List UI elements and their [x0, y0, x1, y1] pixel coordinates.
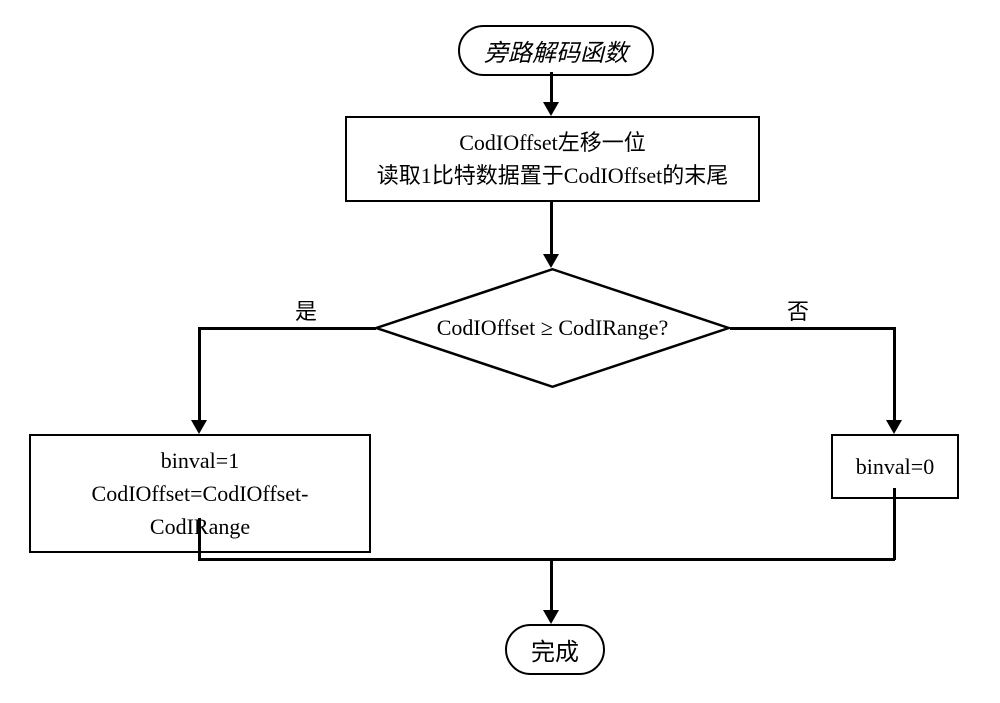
edge-yes-h	[198, 327, 376, 330]
edge-no-exit-v	[893, 488, 896, 560]
process-shift-line2: 读取1比特数据置于CodIOffset的末尾	[377, 159, 729, 192]
edge-no-head	[886, 420, 902, 434]
edge-start-proc1-head	[543, 102, 559, 116]
edge-yes-exit-v	[198, 518, 201, 560]
process-shift-node: CodIOffset左移一位 读取1比特数据置于CodIOffset的末尾	[345, 116, 760, 202]
decision-node: CodIOffset ≥ CodIRange?	[375, 268, 730, 388]
no-label: 否	[787, 294, 809, 326]
yes-label: 是	[295, 294, 317, 326]
process-shift-line1: CodIOffset左移一位	[377, 126, 729, 159]
edge-proc1-decision-head	[543, 254, 559, 268]
edge-join-h	[198, 558, 895, 561]
edge-yes-head	[191, 420, 207, 434]
edge-join-end-v	[550, 558, 553, 612]
decision-label: CodIOffset ≥ CodIRange?	[375, 268, 730, 388]
end-label: 完成	[531, 632, 579, 667]
edge-join-end-head	[543, 610, 559, 624]
start-node: 旁路解码函数	[458, 25, 654, 76]
edge-proc1-decision	[550, 200, 553, 256]
process-yes-line1: binval=1	[45, 444, 355, 477]
end-node: 完成	[505, 624, 605, 675]
edge-yes-v	[198, 327, 201, 422]
edge-start-proc1	[550, 72, 553, 104]
start-label: 旁路解码函数	[484, 33, 628, 68]
process-no-line1: binval=0	[856, 450, 934, 483]
edge-no-h	[730, 327, 895, 330]
edge-no-v	[893, 327, 896, 422]
